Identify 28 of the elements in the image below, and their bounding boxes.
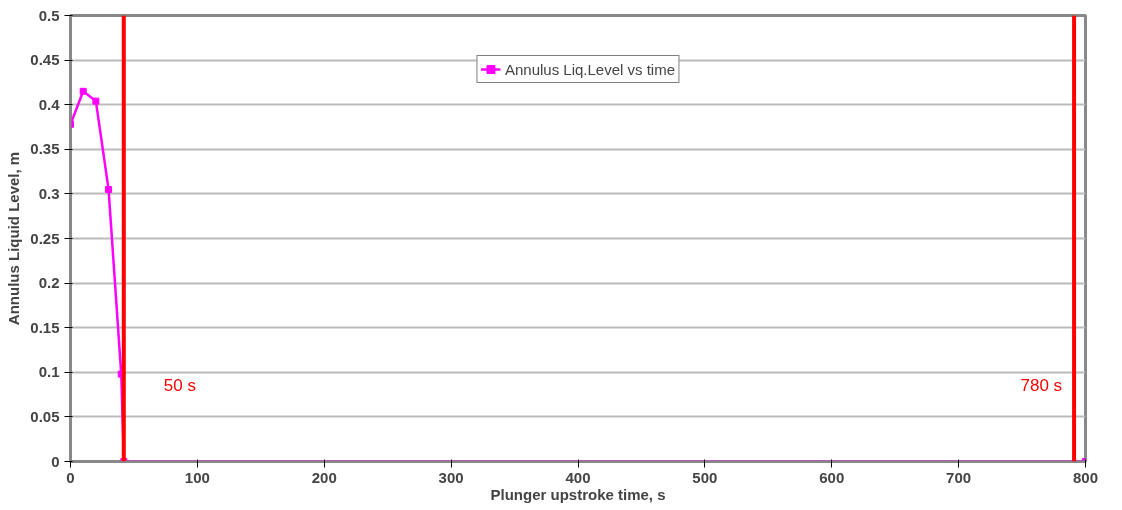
point: [79, 87, 87, 95]
y-tick-label: 0.3: [38, 184, 60, 202]
ref-line-label: 50 s: [163, 375, 196, 395]
legend-label: Annulus Liq.Level vs time: [504, 60, 676, 78]
point: [105, 185, 113, 193]
y-axis-title: Annulus Liquid Level, m: [5, 151, 23, 326]
x-tick-label: 500: [692, 468, 718, 486]
y-tick-label: 0.05: [30, 407, 60, 425]
y-tick-label: 0.35: [30, 140, 60, 158]
y-tick-label: 0.2: [38, 274, 60, 292]
point: [92, 97, 100, 105]
y-tick-label: 0.5: [38, 6, 60, 24]
x-tick-label: 800: [1072, 468, 1099, 486]
y-tick-label: 0.4: [38, 95, 61, 113]
x-tick-label: 200: [311, 468, 337, 486]
x-tick-label: 600: [819, 468, 845, 486]
x-tick-label: 0: [66, 468, 75, 486]
x-tick-label: 400: [565, 468, 591, 486]
y-tick-label: 0.1: [38, 363, 60, 381]
x-tick-label: 100: [184, 468, 210, 486]
x-axis-title: Plunger upstroke time, s: [490, 485, 666, 503]
y-tick-label: 0.15: [30, 318, 60, 336]
ref-line-label: 780 s: [1020, 375, 1063, 395]
y-tick-label: 0.25: [30, 229, 60, 247]
y-tick-label: 0.45: [30, 51, 60, 69]
x-tick-label: 300: [438, 468, 464, 486]
y-tick-label: 0: [51, 452, 60, 470]
x-tick-label: 700: [946, 468, 972, 486]
